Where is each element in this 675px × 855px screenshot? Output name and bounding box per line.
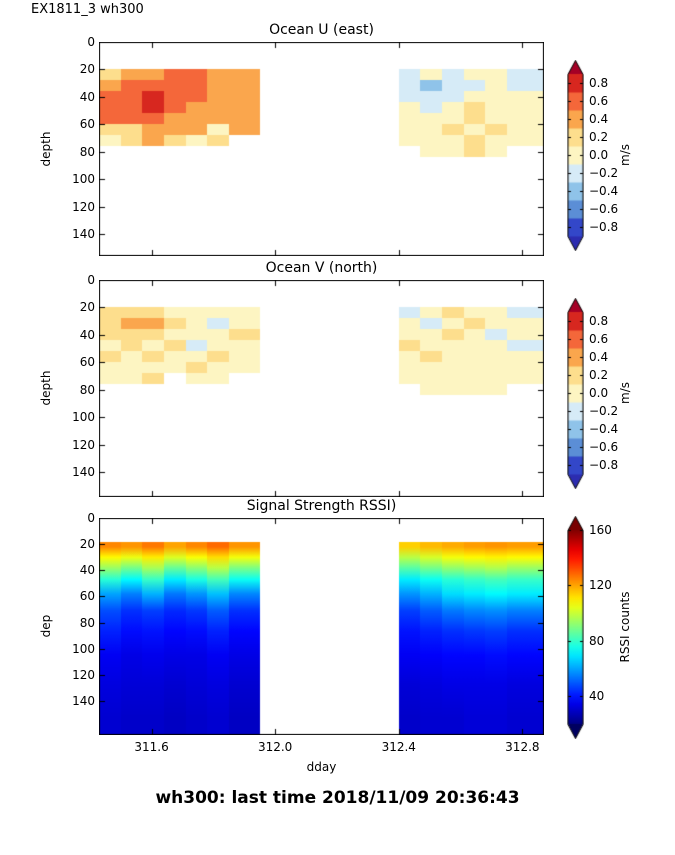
colorbar-ocean-v [567, 298, 584, 489]
colorbar-tick-label: 160 [589, 523, 612, 537]
y-tick-label: 20 [79, 537, 95, 552]
colorbar-tick-label: −0.2 [589, 404, 619, 418]
y-tick-label: 100 [72, 641, 95, 656]
y-tick-label: 140 [72, 227, 95, 242]
colorbar-rssi-label: RSSI counts [618, 591, 632, 663]
y-tick-label: 0 [87, 511, 95, 525]
y-tick-label: 0 [87, 35, 95, 49]
colorbar-tick-label: 0.0 [589, 148, 609, 162]
y-tick-label: 40 [79, 327, 95, 342]
panel-ocean-u-ylabel: depth [39, 131, 53, 167]
colorbar-tick-label: −0.8 [589, 220, 619, 234]
y-tick-label: 80 [79, 144, 95, 159]
colorbar-tick-label: 0.0 [589, 386, 609, 400]
colorbar-ocean-v-label: m/s [618, 382, 632, 404]
colorbar-rssi [567, 516, 584, 739]
y-tick-label: 40 [79, 563, 95, 578]
y-tick-label: 80 [79, 382, 95, 397]
panel-ocean-u-title: Ocean U (east) [269, 22, 374, 38]
colorbar-tick-label: 40 [589, 689, 605, 704]
colorbar-tick-label: 0.4 [589, 350, 609, 364]
heatmap-ocean-u [99, 42, 544, 256]
colorbar-tick-label: 0.4 [589, 112, 609, 126]
colorbar-tick-label: 0.6 [589, 94, 609, 108]
y-tick-label: 100 [72, 410, 95, 425]
panel-ocean-v-ylabel: depth [39, 370, 53, 406]
y-tick-label: 120 [72, 667, 95, 682]
x-tick-label: 312.8 [505, 740, 540, 754]
panel-rssi-ylabel: dep [39, 614, 53, 638]
x-tick-label: 312.4 [381, 740, 416, 754]
y-tick-label: 60 [79, 355, 95, 370]
colorbar-tick-label: −0.2 [589, 166, 619, 180]
panel-ocean-v-title: Ocean V (north) [265, 260, 378, 276]
colorbar-tick-label: −0.4 [589, 422, 619, 436]
colorbar-tick-label: 0.2 [589, 130, 609, 144]
y-tick-label: 120 [72, 437, 95, 452]
y-tick-label: 40 [79, 89, 95, 104]
colorbar-tick-label: −0.6 [589, 440, 619, 454]
colorbar-ocean-u-label: m/s [618, 144, 632, 166]
panel-rssi-title: Signal Strength RSSI) [246, 498, 397, 514]
y-tick-label: 80 [79, 615, 95, 630]
y-tick-label: 20 [79, 62, 95, 77]
y-tick-label: 60 [79, 117, 95, 132]
colorbar-tick-label: 0.8 [589, 314, 609, 328]
colorbar-tick-label: 0.8 [589, 76, 609, 90]
y-tick-label: 20 [79, 300, 95, 315]
heatmap-rssi [99, 518, 544, 735]
colorbar-ocean-u [567, 60, 584, 251]
colorbar-tick-label: 0.2 [589, 368, 609, 382]
colorbar-tick-label: 120 [589, 578, 612, 593]
y-tick-label: 140 [72, 694, 95, 708]
y-tick-label: 100 [72, 172, 95, 187]
y-tick-label: 140 [72, 465, 95, 480]
colorbar-tick-label: 80 [589, 633, 605, 648]
colorbar-tick-label: −0.4 [589, 184, 619, 198]
x-tick-label: 312.0 [257, 740, 293, 754]
x-tick-label: 311.6 [134, 740, 169, 754]
figure-label: EX1811_3 wh300 [31, 2, 144, 17]
y-tick-label: 60 [79, 589, 95, 604]
heatmap-ocean-v [99, 280, 544, 497]
status-text: wh300: last time 2018/11/09 20:36:43 [155, 788, 520, 808]
colorbar-tick-label: −0.8 [589, 458, 619, 472]
y-tick-label: 120 [72, 199, 95, 214]
x-axis-label: dday [306, 760, 337, 774]
colorbar-tick-label: 0.6 [589, 332, 609, 346]
colorbar-tick-label: −0.6 [589, 202, 619, 216]
y-tick-label: 0 [87, 273, 95, 287]
